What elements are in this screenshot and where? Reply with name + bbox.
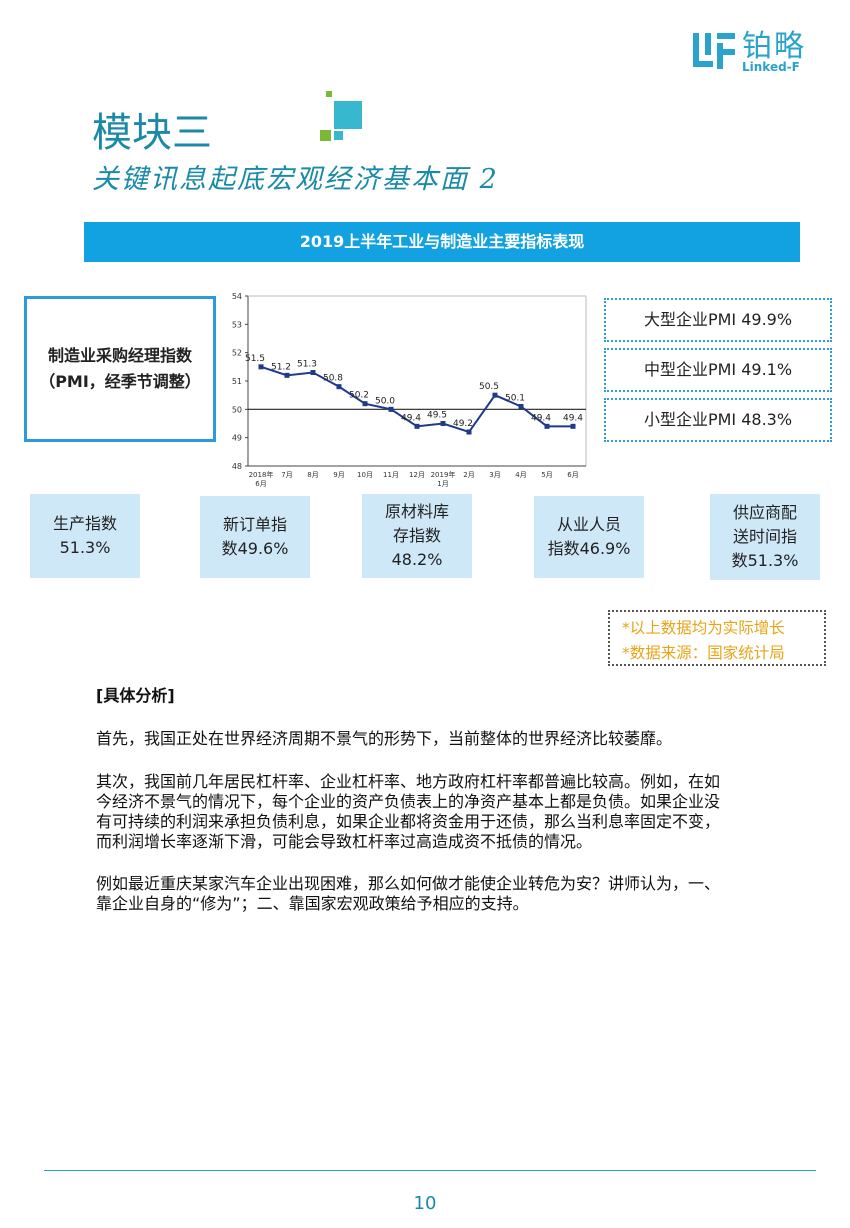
data-label: 49.5 <box>427 411 447 421</box>
data-point <box>310 370 316 375</box>
indicator-line: 原材料库 <box>384 502 449 521</box>
x-tick-label: 2019年 <box>431 470 456 479</box>
decor-square <box>334 131 343 140</box>
y-tick-label: 48 <box>232 462 242 471</box>
data-label: 49.4 <box>531 413 551 423</box>
data-label: 50.5 <box>479 382 499 392</box>
indicator-line: 48.2% <box>391 550 443 569</box>
logo-text-cn: 铂略 <box>742 29 806 64</box>
data-label: 49.4 <box>563 413 583 423</box>
indicator-line: 生产指数 <box>52 514 117 533</box>
paragraph-line: 靠企业自身的“修为”；二、靠国家宏观政策给予相应的支持。 <box>96 894 529 913</box>
logo-text-en: Linked-F <box>742 60 800 74</box>
indicator-line: 数51.3% <box>731 551 799 570</box>
pmi-label-line1: 制造业采购经理指数 <box>47 346 192 365</box>
x-tick-label: 6月 <box>255 480 266 488</box>
indicator-line: 送时间指 <box>732 527 797 546</box>
paragraph-line: 例如最近重庆某家汽车企业出现困难，那么如何做才能使企业转危为安？讲师认为，一、 <box>96 874 721 893</box>
y-tick-label: 52 <box>232 349 242 358</box>
indicator-raw-material-inventory: 原材料库存指数 48.2% <box>362 494 472 578</box>
data-note: *以上数据均为实际增长 *数据来源：国家统计局 <box>608 610 826 666</box>
data-point <box>466 429 472 435</box>
decor-square <box>334 101 362 129</box>
analysis-paragraph-3: 例如最近重庆某家汽车企业出现困难，那么如何做才能使企业转危为安？讲师认为，一、 … <box>96 874 786 914</box>
x-tick-label: 8月 <box>307 471 318 479</box>
x-tick-label: 9月 <box>333 471 344 479</box>
indicator-line: 从业人员 <box>556 515 621 534</box>
data-label: 50.2 <box>349 391 369 401</box>
indicator-production: 生产指数 51.3% <box>30 494 140 578</box>
x-tick-label: 7月 <box>281 471 292 479</box>
data-label: 49.2 <box>453 419 473 429</box>
data-point <box>414 423 420 429</box>
data-point <box>362 401 368 407</box>
data-point <box>284 372 290 378</box>
x-tick-label: 10月 <box>357 471 373 479</box>
module-title: 模块三 <box>92 110 212 156</box>
y-tick-label: 54 <box>232 292 242 301</box>
data-label: 51.5 <box>245 354 265 364</box>
indicator-line: 指数46.9% <box>547 539 631 558</box>
data-point <box>258 364 264 370</box>
footer-divider <box>44 1170 816 1171</box>
indicator-line: 新订单指 <box>222 515 287 534</box>
note-line1: *以上数据均为实际增长 <box>622 619 785 637</box>
analysis-heading: [具体分析] <box>96 686 175 705</box>
large-enterprise-pmi: 大型企业PMI 49.9% <box>604 298 832 342</box>
data-point <box>570 423 576 429</box>
x-tick-label: 5月 <box>541 471 552 479</box>
y-tick-label: 50 <box>232 405 242 414</box>
x-tick-label: 2月 <box>463 471 474 479</box>
x-tick-label: 12月 <box>409 471 425 479</box>
indicator-line: 51.3% <box>59 538 111 557</box>
note-line2: *数据来源：国家统计局 <box>622 644 785 662</box>
indicator-line: 存指数 <box>392 526 441 545</box>
medium-enterprise-pmi: 中型企业PMI 49.1% <box>604 348 832 392</box>
data-label: 50.1 <box>505 394 525 404</box>
indicator-line: 供应商配 <box>732 503 797 522</box>
pmi-label-box: 制造业采购经理指数 （PMI，经季节调整） <box>24 296 216 442</box>
analysis-paragraph-2: 其次，我国前几年居民杠杆率、企业杠杆率、地方政府杠杆率都普遍比较高。例如，在如 … <box>96 772 786 852</box>
data-point <box>518 404 524 409</box>
linked-f-logo-icon <box>693 33 735 69</box>
indicator-supplier-delivery: 供应商配送时间指数51.3% <box>710 494 820 580</box>
decor-square <box>320 130 331 141</box>
data-point <box>544 423 550 429</box>
small-enterprise-pmi: 小型企业PMI 48.3% <box>604 398 832 442</box>
indicator-new-orders: 新订单指数49.6% <box>200 496 310 578</box>
indicator-employment: 从业人员指数46.9% <box>534 496 644 578</box>
paragraph-line: 今经济不景气的情况下，每个企业的资产负债表上的净资产基本上都是负债。如果企业没 <box>96 792 721 811</box>
x-tick-label: 1月 <box>437 480 448 488</box>
data-point <box>440 421 446 426</box>
x-tick-label: 2018年 <box>249 470 274 479</box>
data-label: 50.8 <box>323 374 343 384</box>
data-label: 51.3 <box>297 360 317 370</box>
x-tick-label: 4月 <box>515 471 526 479</box>
paragraph-line: 其次，我国前几年居民杠杆率、企业杠杆率、地方政府杠杆率都普遍比较高。例如，在如 <box>96 772 721 791</box>
y-tick-label: 51 <box>232 377 242 386</box>
pmi-label-line2: （PMI，经季节调整） <box>39 372 201 391</box>
page-number: 10 <box>413 1193 437 1214</box>
paragraph-line: 有可持续的利润来承担负债利息，如果企业都将资金用于还债，那么当利息率固定不变， <box>96 812 721 831</box>
x-tick-label: 11月 <box>383 471 399 479</box>
analysis-paragraph-1: 首先，我国正处在世界经济周期不景气的形势下，当前整体的世界经济比较萎靡。 <box>96 729 786 749</box>
decor-square <box>326 91 332 97</box>
indicator-line: 数49.6% <box>221 539 289 558</box>
data-point <box>492 392 498 398</box>
data-point <box>388 406 394 412</box>
x-tick-label: 6月 <box>567 471 578 479</box>
y-tick-label: 53 <box>232 320 242 329</box>
y-tick-label: 49 <box>232 434 242 443</box>
paragraph-line: 而利润增长率逐渐下滑，可能会导致杠杆率过高造成资不抵债的情况。 <box>96 832 593 851</box>
data-label: 49.4 <box>401 413 421 423</box>
section-subtitle: 关键讯息起底宏观经济基本面 2 <box>92 164 499 195</box>
paragraph-line: 首先，我国正处在世界经济周期不景气的形势下，当前整体的世界经济比较萎靡。 <box>96 729 673 748</box>
x-tick-label: 3月 <box>489 471 500 479</box>
section-banner: 2019上半年工业与制造业主要指标表现 <box>84 222 800 262</box>
data-label: 50.0 <box>375 396 395 406</box>
data-point <box>336 384 342 390</box>
data-label: 51.2 <box>271 362 291 372</box>
